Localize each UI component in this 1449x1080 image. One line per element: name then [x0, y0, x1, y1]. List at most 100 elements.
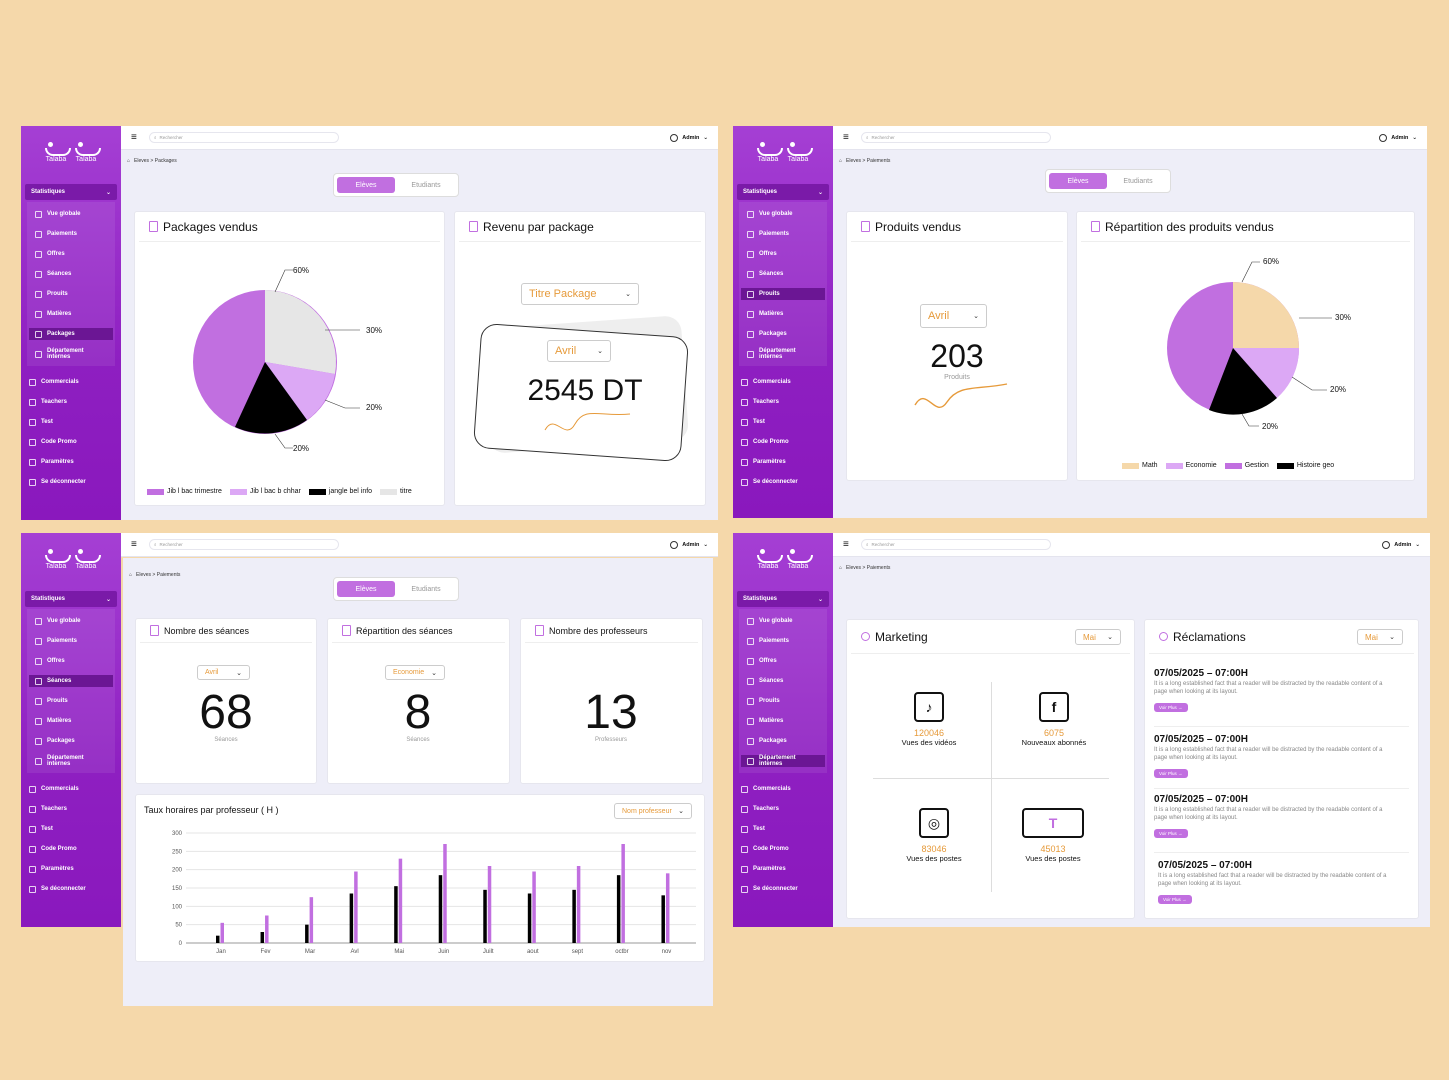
- sidebar-item[interactable]: Département internes: [741, 755, 825, 767]
- sidebar-item[interactable]: Département internes: [27, 344, 115, 364]
- sidebar-item[interactable]: Code Promo: [21, 839, 121, 859]
- professor-dropdown[interactable]: Nom professeur ⌄: [614, 803, 692, 819]
- sidebar-section-statistiques[interactable]: Statistiques ⌄: [25, 591, 117, 607]
- sidebar-item[interactable]: Vue globale: [27, 611, 115, 631]
- admin-menu[interactable]: Admin ⌄: [670, 540, 708, 549]
- sidebar-item[interactable]: Packages: [29, 328, 113, 340]
- sidebar-item[interactable]: Commercials: [21, 779, 121, 799]
- bar-purple[interactable]: [220, 922, 225, 943]
- bar-black[interactable]: [616, 875, 621, 943]
- menu-icon[interactable]: ≡: [131, 539, 137, 550]
- sidebar-item[interactable]: Commercials: [733, 779, 833, 799]
- sidebar-item[interactable]: Offres: [27, 651, 115, 671]
- sidebar-item[interactable]: Teachers: [733, 799, 833, 819]
- logo[interactable]: Talaba: [787, 142, 813, 180]
- bar-black[interactable]: [572, 889, 576, 943]
- sidebar-item[interactable]: Paramètres: [733, 859, 833, 879]
- see-more-button[interactable]: Voir Plus →: [1154, 703, 1188, 712]
- bar-purple[interactable]: [398, 858, 403, 943]
- sidebar-item[interactable]: Commercials: [21, 372, 121, 392]
- sidebar-item[interactable]: Offres: [739, 651, 827, 671]
- admin-menu[interactable]: Admin ⌄: [1379, 133, 1417, 142]
- tab-eleves[interactable]: Elèves: [337, 581, 395, 597]
- sidebar-item[interactable]: Prouits: [27, 691, 115, 711]
- bar-purple[interactable]: [354, 871, 358, 944]
- sidebar-item[interactable]: Paiements: [739, 631, 827, 651]
- bar-purple[interactable]: [309, 897, 314, 943]
- bar-black[interactable]: [394, 886, 398, 943]
- social-stat[interactable]: T 45013 Vues des postes: [993, 808, 1113, 863]
- sidebar-item[interactable]: Paramètres: [21, 859, 121, 879]
- sidebar-item[interactable]: Test: [733, 819, 833, 839]
- sidebar-item[interactable]: Prouits: [27, 284, 115, 304]
- logo[interactable]: Talaba: [757, 142, 783, 180]
- sidebar-section-statistiques[interactable]: Statistiques ⌄: [737, 184, 829, 200]
- bar-purple[interactable]: [576, 866, 581, 943]
- logo[interactable]: Talaba: [75, 142, 101, 180]
- sidebar-item[interactable]: Packages: [27, 731, 115, 751]
- sidebar-item[interactable]: Teachers: [21, 392, 121, 412]
- home-icon[interactable]: ⌂: [839, 158, 843, 164]
- logo[interactable]: Talaba: [757, 549, 783, 587]
- sidebar-item[interactable]: Offres: [739, 244, 827, 264]
- sidebar-item[interactable]: Vue globale: [27, 204, 115, 224]
- tab-etudiants[interactable]: Etudiants: [411, 585, 441, 593]
- sidebar-item[interactable]: Vue globale: [739, 611, 827, 631]
- logo[interactable]: Talaba: [45, 142, 71, 180]
- social-stat[interactable]: ♪ 120046 Vues des vidéos: [869, 692, 989, 747]
- bar-black[interactable]: [260, 932, 265, 943]
- month-dropdown[interactable]: Avril ⌄: [547, 340, 611, 362]
- pie-slice-black[interactable]: [235, 362, 307, 434]
- bar-purple[interactable]: [487, 866, 492, 943]
- month-dropdown[interactable]: Avril ⌄: [197, 665, 250, 680]
- search-input[interactable]: ⌕ Rechercher: [149, 132, 339, 143]
- sidebar-item[interactable]: Séances: [739, 671, 827, 691]
- tab-eleves[interactable]: Elèves: [337, 177, 395, 193]
- sidebar-item[interactable]: Matières: [27, 711, 115, 731]
- bar-purple[interactable]: [443, 844, 447, 943]
- social-stat[interactable]: f 6075 Nouveaux abonnés: [994, 692, 1114, 747]
- sidebar-item[interactable]: Test: [21, 819, 121, 839]
- month-dropdown[interactable]: Mai ⌄: [1075, 629, 1121, 645]
- bar-black[interactable]: [305, 924, 309, 943]
- search-input[interactable]: ⌕ Rechercher: [861, 539, 1051, 550]
- sidebar-item[interactable]: Teachers: [733, 392, 833, 412]
- sidebar-section-statistiques[interactable]: Statistiques ⌄: [737, 591, 829, 607]
- month-dropdown[interactable]: Mai ⌄: [1357, 629, 1403, 645]
- bar-black[interactable]: [661, 895, 665, 943]
- sidebar-item[interactable]: Département internes: [739, 344, 827, 364]
- subject-dropdown[interactable]: Economie ⌄: [385, 665, 445, 680]
- admin-menu[interactable]: Admin ⌄: [1382, 540, 1420, 549]
- sidebar-item[interactable]: Prouits: [739, 691, 827, 711]
- bar-purple[interactable]: [621, 844, 625, 943]
- month-dropdown[interactable]: Avril ⌄: [920, 304, 987, 328]
- sidebar-item[interactable]: Séances: [29, 675, 113, 687]
- tab-etudiants[interactable]: Etudiants: [1123, 177, 1153, 185]
- sidebar-item[interactable]: Paiements: [27, 224, 115, 244]
- sidebar-item[interactable]: Prouits: [741, 288, 825, 300]
- admin-menu[interactable]: Admin ⌄: [670, 133, 708, 142]
- see-more-button[interactable]: Voir Plus →: [1154, 829, 1188, 838]
- sidebar-item[interactable]: Paramètres: [21, 452, 121, 472]
- sidebar-item[interactable]: Paiements: [739, 224, 827, 244]
- logo[interactable]: Talaba: [45, 549, 71, 587]
- search-input[interactable]: ⌕ Rechercher: [149, 539, 339, 550]
- sidebar-item[interactable]: Offres: [27, 244, 115, 264]
- sidebar-item[interactable]: Commercials: [733, 372, 833, 392]
- sidebar-item[interactable]: Séances: [739, 264, 827, 284]
- menu-icon[interactable]: ≡: [131, 132, 137, 143]
- see-more-button[interactable]: Voir Plus →: [1158, 895, 1192, 904]
- menu-icon[interactable]: ≡: [843, 132, 849, 143]
- sidebar-item[interactable]: Packages: [739, 731, 827, 751]
- sidebar-item[interactable]: Code Promo: [21, 432, 121, 452]
- sidebar-item[interactable]: Teachers: [21, 799, 121, 819]
- sidebar-item[interactable]: Paramètres: [733, 452, 833, 472]
- sidebar-item[interactable]: Test: [21, 412, 121, 432]
- tab-etudiants[interactable]: Etudiants: [411, 181, 441, 189]
- sidebar-section-statistiques[interactable]: Statistiques ⌄: [25, 184, 117, 200]
- menu-icon[interactable]: ≡: [843, 539, 849, 550]
- sidebar-item[interactable]: Packages: [739, 324, 827, 344]
- sidebar-item[interactable]: Matières: [27, 304, 115, 324]
- bar-purple[interactable]: [532, 871, 536, 944]
- sidebar-item[interactable]: Code Promo: [733, 839, 833, 859]
